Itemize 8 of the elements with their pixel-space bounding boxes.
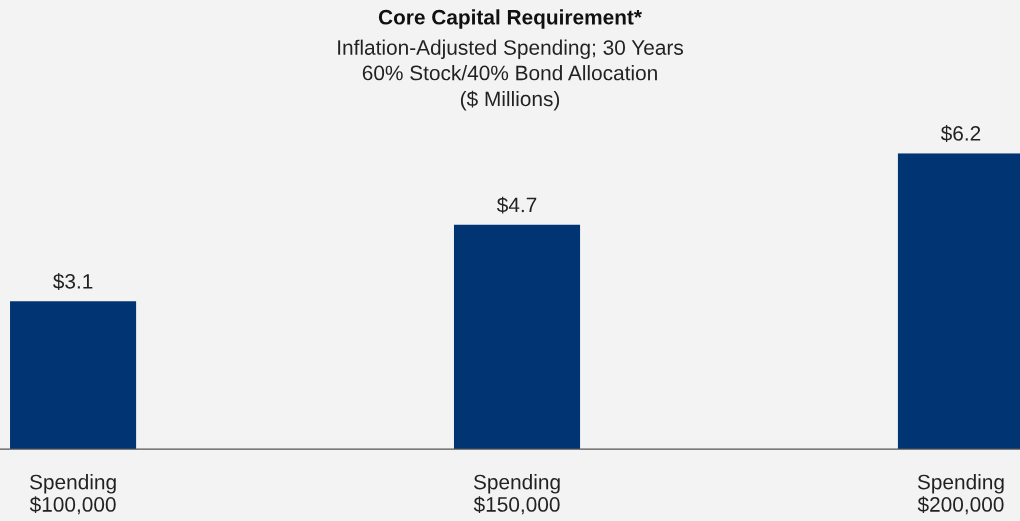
chart-subtitle: Inflation-Adjusted Spending; 30 Years 60% Stock/40% Bond Allocation ($ Millions) [338,39,684,111]
data-label: $4.7 [496,196,537,214]
chart-title: Core Capital Requirement* [378,9,642,29]
x-tick-label: Spending $150,000 [473,474,560,515]
x-tick-label: Spending $200,000 [917,474,1004,515]
data-label: $6.2 [940,125,981,142]
x-tick-label: Spending $100,000 [29,474,116,515]
data-label: $3.1 [53,273,93,290]
